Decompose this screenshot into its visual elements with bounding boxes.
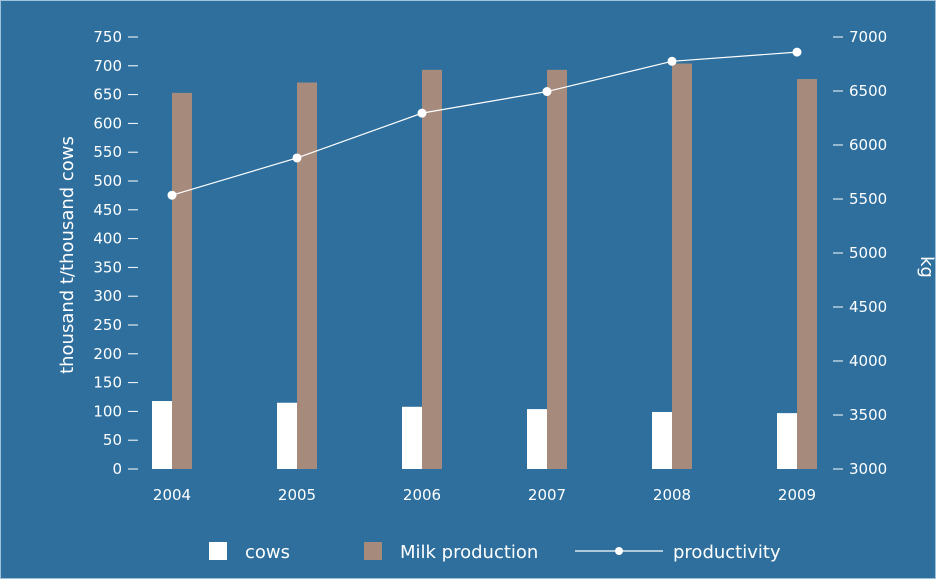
legend-label-cows: cows (245, 542, 290, 563)
bar-milk-production (297, 82, 317, 469)
legend-label-productivity: productivity (673, 542, 781, 563)
right-axis: 3000 3500 4000 4500 5000 5500 6000 6500 7000 (833, 28, 887, 478)
y2-tick-label: 7000 (849, 28, 887, 46)
y-tick-label: 700 (93, 57, 122, 75)
productivity-point (542, 87, 552, 97)
bar-milk-production (672, 63, 692, 469)
y-tick-label: 650 (93, 86, 122, 104)
y2-tick-label: 5500 (849, 190, 887, 208)
bar-cows (277, 402, 297, 469)
x-tick-label: 2006 (403, 486, 441, 504)
bar-milk-production (172, 92, 192, 469)
legend-marker-productivity (615, 547, 623, 555)
y2-tick-label: 5000 (849, 244, 887, 262)
x-tick-label: 2005 (278, 486, 316, 504)
y-tick-label: 350 (93, 258, 122, 276)
bar-cows (402, 406, 422, 469)
x-tick-label: 2007 (528, 486, 566, 504)
y-tick-label: 150 (93, 374, 122, 392)
bar-cows (152, 401, 172, 469)
productivity-point (667, 56, 677, 66)
legend-label-milk-production: Milk production (400, 542, 538, 563)
legend-swatch-cows (209, 542, 227, 560)
left-axis: 0 50 100 150 200 250 300 350 400 450 500 550 600 650 7… (93, 28, 138, 478)
bar-cows (777, 413, 797, 469)
y-tick-label: 300 (93, 287, 122, 305)
bar-cows (527, 409, 547, 469)
y-tick-label: 550 (93, 143, 122, 161)
legend: cows Milk production productivity (209, 542, 781, 563)
y-tick-label: 450 (93, 201, 122, 219)
y-tick-label: 500 (93, 172, 122, 190)
y-tick-label: 100 (93, 402, 122, 420)
x-tick-label: 2008 (653, 486, 691, 504)
y-tick-label: 250 (93, 316, 122, 334)
productivity-point (417, 108, 427, 118)
bar-milk-production (422, 69, 442, 469)
y-tick-label: 50 (103, 431, 122, 449)
y-tick-label: 600 (93, 114, 122, 132)
y2-tick-label: 3000 (849, 460, 887, 478)
bar-milk-production (797, 79, 817, 469)
y2-tick-label: 6500 (849, 82, 887, 100)
productivity-point (292, 153, 302, 163)
y2-tick-label: 3500 (849, 406, 887, 424)
x-axis: 2004 2005 2006 2007 2008 2009 (153, 486, 816, 504)
productivity-line-path (171, 51, 798, 196)
productivity-point (167, 190, 177, 200)
bar-cows (652, 411, 672, 469)
y-tick-label: 0 (112, 460, 122, 478)
y-tick-label: 200 (93, 345, 122, 363)
y2-axis-label: kg (916, 256, 936, 278)
bar-milk-production (547, 69, 567, 469)
y2-tick-label: 6000 (849, 136, 887, 154)
legend-swatch-milk-production (364, 542, 382, 560)
y-tick-label: 400 (93, 230, 122, 248)
y2-tick-label: 4500 (849, 298, 887, 316)
bars (152, 63, 817, 469)
y-axis-label: thousand t/thousand cows (57, 136, 78, 374)
x-tick-label: 2004 (153, 486, 191, 504)
productivity-point (792, 47, 802, 57)
x-tick-label: 2009 (778, 486, 816, 504)
y-tick-label: 750 (93, 28, 122, 46)
y2-tick-label: 4000 (849, 352, 887, 370)
productivity-line (167, 47, 802, 200)
